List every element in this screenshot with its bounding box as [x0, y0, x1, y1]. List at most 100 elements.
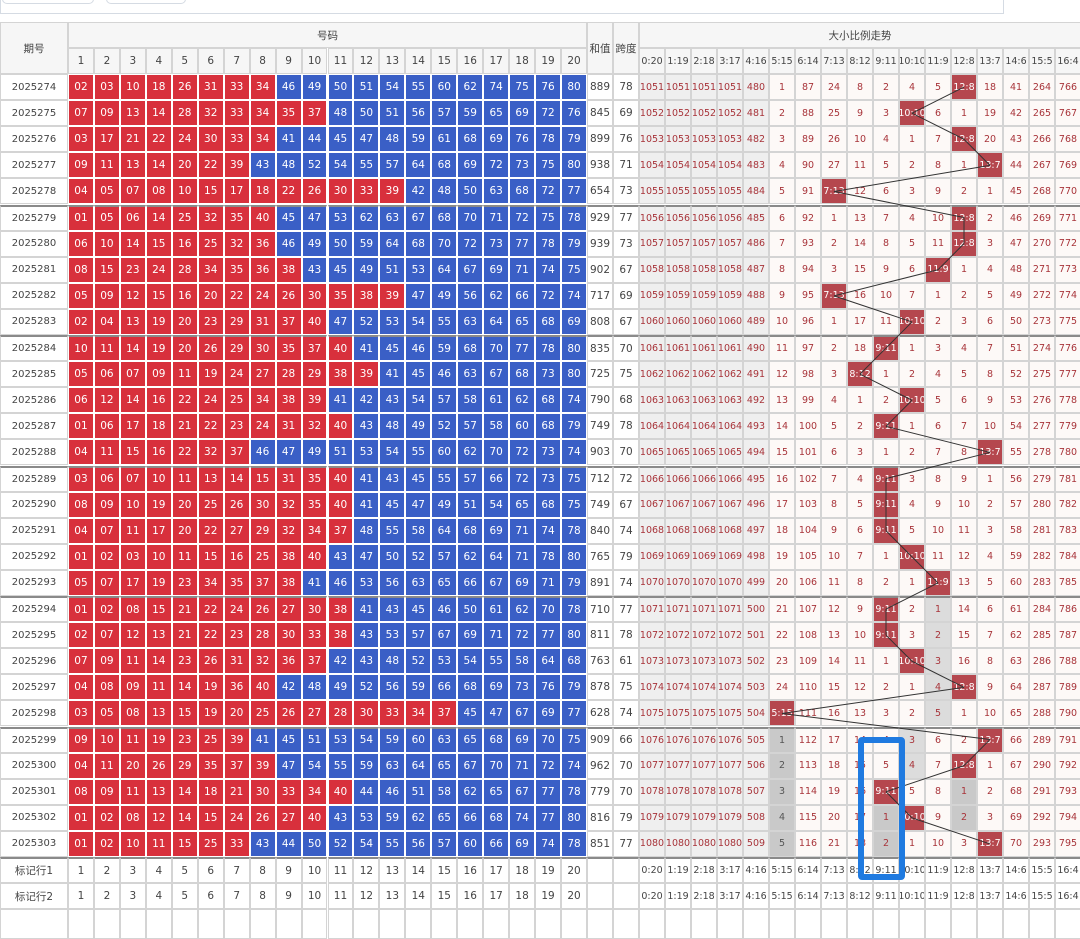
- number-cell: 74: [483, 74, 510, 101]
- hit-cell: 7:13: [821, 178, 847, 205]
- number-cell: 67: [483, 569, 510, 596]
- omission-cell: 89: [795, 126, 821, 153]
- number-cell: 37: [301, 100, 328, 127]
- number-cell: 56: [405, 100, 432, 127]
- omission-cell: 5: [769, 830, 795, 857]
- number-cell: 78: [535, 126, 562, 153]
- number-cell: 49: [431, 282, 458, 309]
- omission-cell: 498: [743, 543, 769, 570]
- sum-cell: 889: [587, 74, 613, 101]
- number-cell: 09: [145, 361, 172, 388]
- omission-cell: 41: [1003, 74, 1029, 101]
- number-cell: 45: [327, 126, 354, 153]
- omission-cell: 24: [821, 74, 847, 101]
- omission-cell: 19: [821, 778, 847, 805]
- omission-cell: 1070: [717, 569, 743, 596]
- marker-ratio-partial: [795, 909, 821, 939]
- omission-cell: 116: [795, 830, 821, 857]
- omission-cell: 1069: [639, 543, 665, 570]
- number-cell: 07: [93, 622, 120, 649]
- hit-cell: 11:9: [925, 256, 951, 283]
- hit-cell: 9:11: [873, 596, 899, 623]
- marker-number: 18: [509, 857, 536, 884]
- omission-cell: 20: [769, 569, 795, 596]
- number-cell: 35: [327, 282, 354, 309]
- number-cell: 11: [171, 543, 198, 570]
- number-cell: 54: [379, 439, 406, 466]
- number-cell: 47: [275, 752, 302, 779]
- marker-number: 16: [457, 857, 484, 884]
- number-cell: 19: [197, 361, 224, 388]
- number-column-header: 20: [561, 48, 587, 74]
- omission-cell: 280: [1029, 491, 1055, 518]
- marker-number: 19: [535, 883, 562, 910]
- omission-cell: 480: [743, 74, 769, 101]
- omission-cell: 9: [847, 100, 873, 127]
- omission-cell: 1: [951, 700, 977, 727]
- omission-cell: 1: [951, 100, 977, 127]
- number-cell: 30: [197, 126, 224, 153]
- sum-cell: 878: [587, 674, 613, 701]
- number-cell: 67: [405, 204, 432, 231]
- hit-cell: 9:11: [873, 622, 899, 649]
- ratio-column-header: 7:13: [821, 48, 847, 74]
- number-cell: 06: [68, 230, 94, 257]
- number-column-header: 4: [145, 48, 172, 74]
- omission-cell: 5: [899, 517, 925, 544]
- number-cell: 67: [457, 256, 484, 283]
- marker-number: 2: [93, 857, 120, 884]
- number-cell: 33: [275, 778, 302, 805]
- issue-cell: 2025286: [0, 387, 68, 414]
- number-cell: 05: [93, 700, 120, 727]
- ratio-column-header: 4:16: [743, 48, 769, 74]
- toolbar-button[interactable]: [2, 0, 94, 4]
- omission-cell: 56: [1003, 465, 1029, 492]
- omission-cell: 2: [899, 596, 925, 623]
- omission-cell: 18: [769, 517, 795, 544]
- number-cell: 72: [483, 152, 510, 179]
- number-cell: 51: [353, 74, 380, 101]
- issue-cell: 2025283: [0, 308, 68, 335]
- marker-number-partial: [197, 909, 224, 939]
- omission-cell: 1080: [717, 830, 743, 857]
- number-cell: 14: [171, 674, 198, 701]
- marker-number: 15: [431, 857, 458, 884]
- omission-cell: 65: [1003, 700, 1029, 727]
- omission-cell: 3: [821, 361, 847, 388]
- marker-number-partial: [483, 909, 510, 939]
- number-cell: 52: [353, 308, 380, 335]
- toolbar-button[interactable]: [106, 0, 186, 4]
- number-cell: 32: [197, 204, 224, 231]
- issue-cell: 2025281: [0, 256, 68, 283]
- number-cell: 40: [301, 543, 328, 570]
- omission-cell: 97: [795, 335, 821, 362]
- omission-cell: 1066: [639, 465, 665, 492]
- number-cell: 32: [275, 491, 302, 518]
- number-cell: 72: [509, 439, 536, 466]
- number-cell: 77: [509, 335, 536, 362]
- number-cell: 08: [119, 700, 146, 727]
- number-cell: 33: [353, 178, 380, 205]
- omission-cell: 8: [951, 439, 977, 466]
- omission-cell: 63: [1003, 648, 1029, 675]
- omission-cell: 12: [847, 674, 873, 701]
- omission-cell: 10: [951, 491, 977, 518]
- number-cell: 30: [353, 700, 380, 727]
- number-cell: 47: [275, 439, 302, 466]
- number-cell: 74: [561, 752, 587, 779]
- omission-cell: 1051: [639, 74, 665, 101]
- marker-number: 8: [249, 883, 276, 910]
- number-cell: 38: [275, 256, 302, 283]
- number-cell: 01: [68, 830, 94, 857]
- number-cell: 55: [483, 648, 510, 675]
- ratio-column-header: 5:15: [769, 48, 795, 74]
- omission-cell: 1069: [691, 543, 717, 570]
- number-cell: 70: [483, 335, 510, 362]
- number-cell: 05: [93, 178, 120, 205]
- number-cell: 55: [353, 152, 380, 179]
- span-cell: 70: [613, 335, 639, 362]
- omission-cell: 287: [1029, 674, 1055, 701]
- number-cell: 66: [457, 569, 484, 596]
- omission-cell: 1078: [639, 778, 665, 805]
- number-cell: 71: [483, 204, 510, 231]
